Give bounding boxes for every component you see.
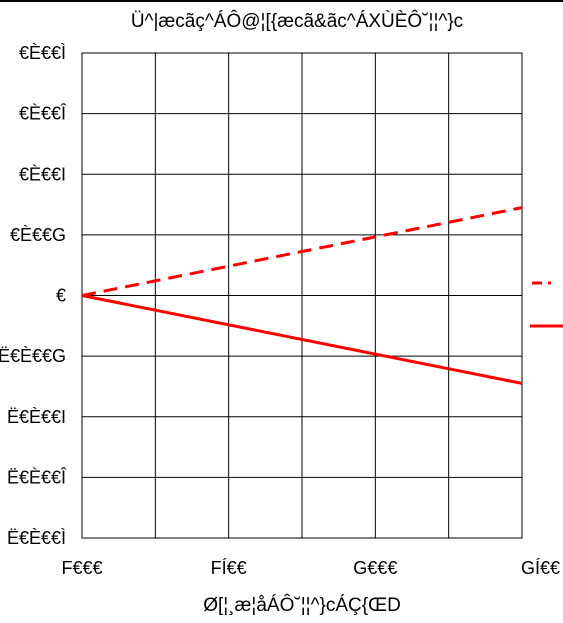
x-tick-label: F€€€ <box>61 558 102 578</box>
x-tick-label: GÍ€€ <box>521 558 560 578</box>
legend <box>530 281 563 328</box>
series-line-dashed <box>81 206 523 297</box>
y-tick-label: €È€€Î <box>19 104 67 124</box>
y-tick-label: Ë€È€€G <box>0 346 66 366</box>
y-tick-label: Ë€È€€Î <box>7 467 67 487</box>
y-tick-label: Ë€È€€Ì <box>7 528 66 548</box>
grid <box>81 52 523 539</box>
series-lines <box>81 206 523 385</box>
y-tick-label: €È€€Ì <box>19 43 66 63</box>
chart-title: Ü^|æcãç^ÁÔ@¦[{æcã&ãc^ÁXÙÈÔ˘¦¦^}c <box>131 10 463 32</box>
x-tick-label: FÍ€€ <box>211 558 247 578</box>
y-tick-label: € <box>56 286 66 306</box>
x-tick-label: G€€€ <box>353 558 397 578</box>
series-line-solid <box>81 294 523 385</box>
y-tick-label: €È€€G <box>10 225 66 245</box>
y-tick-label: Ë€È€€I <box>7 407 66 427</box>
x-tick-labels: F€€€ FÍ€€ G€€€ GÍ€€ <box>61 558 560 578</box>
y-tick-labels: €È€€Ì €È€€Î €È€€I €È€€G € Ë€È€€G Ë€È€€I Ë€È€€Î Ë… <box>0 43 67 548</box>
x-axis-label: Ø[¦¸æ¦åÁÔ˘¦¦^}cÁÇ{ŒD <box>203 594 401 616</box>
y-tick-label: €È€€I <box>19 164 66 184</box>
